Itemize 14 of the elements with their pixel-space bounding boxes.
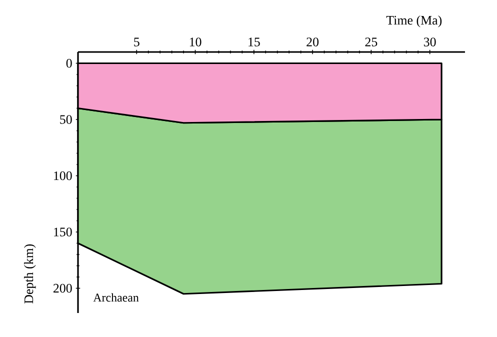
annotation: Archaean xyxy=(93,293,139,302)
x-axis-title: Time (Ma) xyxy=(386,16,442,28)
y-axis-title: Depth (km) xyxy=(24,244,36,304)
y-tick-label: 150 xyxy=(54,228,72,236)
y-tick-label: 200 xyxy=(53,284,72,293)
y-tick-label: 100 xyxy=(54,171,72,180)
x-tick-label: 30 xyxy=(424,38,436,46)
x-tick-label: 5 xyxy=(134,38,140,46)
x-tick-label: 25 xyxy=(365,38,378,46)
y-tick-label: 0 xyxy=(66,58,72,68)
x-tick-label: 20 xyxy=(306,38,319,46)
x-tick-label: 10 xyxy=(190,38,202,46)
x-tick-label: 15 xyxy=(248,38,260,46)
y-tick-label: 50 xyxy=(60,115,72,124)
